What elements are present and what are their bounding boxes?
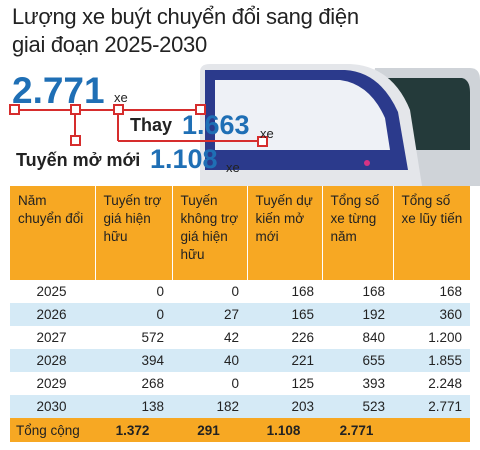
table-cell: 2025 bbox=[36, 284, 67, 299]
total-cell: 291 bbox=[172, 418, 247, 442]
table-row: 2027 572 42 226 840 1.200 bbox=[10, 326, 470, 349]
table-row: 2028 394 40 221 655 1.855 bbox=[10, 349, 470, 372]
column-header: Tổng số xe lũy tiến bbox=[392, 186, 470, 280]
total-cell: 1.108 bbox=[247, 418, 322, 442]
column-header: Năm chuyển đổi bbox=[10, 186, 95, 280]
new-routes-value: 1.108 bbox=[150, 144, 218, 174]
table-cell: 2028 bbox=[10, 349, 95, 372]
total-cell: Tổng cộng bbox=[10, 418, 95, 442]
table-cell: 1.200 bbox=[428, 330, 462, 345]
table-cell: 0 bbox=[156, 284, 164, 299]
table-cell: 192 bbox=[322, 303, 393, 326]
table-cell: 42 bbox=[223, 330, 239, 345]
table-cell: 125 bbox=[291, 376, 314, 391]
table-cell: 0 bbox=[231, 284, 239, 299]
title: Lượng xe buýt chuyển đổi sang điện bbox=[12, 4, 359, 29]
table-cell: 655 bbox=[322, 349, 393, 372]
table-cell: 27 bbox=[172, 303, 247, 326]
total-cell: 1.372 bbox=[95, 418, 172, 442]
table-cell: 572 bbox=[141, 330, 164, 345]
table-row: 2025 0 0 168 168 168 bbox=[10, 280, 470, 303]
unit: xe bbox=[114, 90, 128, 105]
table-cell: 168 bbox=[439, 284, 462, 299]
table-cell: 40 bbox=[172, 349, 247, 372]
column-header: Tuyến trợ giá hiện hữu bbox=[94, 186, 172, 280]
replace-label: Thay bbox=[130, 115, 173, 135]
table-body: 2025 0 0 168 168 168 2026 0 27 165 192 360 2027 572 42… bbox=[10, 280, 470, 442]
table-cell: 165 bbox=[247, 303, 322, 326]
bus-window bbox=[215, 80, 390, 150]
table-cell: 394 bbox=[95, 349, 172, 372]
table-cell: 2027 bbox=[36, 330, 67, 345]
bus-light bbox=[364, 160, 370, 166]
table-row: 2026 0 27 165 192 360 bbox=[10, 303, 470, 326]
data-table: Năm chuyển đổi Tuyến trợ giá hiện hữu Tuyế… bbox=[10, 186, 470, 442]
table-cell: 168 bbox=[362, 284, 385, 299]
table-cell: 2030 bbox=[10, 395, 95, 418]
table-cell: 268 bbox=[141, 376, 164, 391]
table-cell: 840 bbox=[362, 330, 385, 345]
title: giai đoạn 2025-2030 bbox=[12, 32, 207, 57]
column-header: Tuyến không trợ giá hiện hữu bbox=[171, 186, 247, 280]
unit: xe bbox=[260, 126, 274, 141]
header-row: Năm chuyển đổi Tuyến trợ giá hiện hữu Tuyế… bbox=[10, 186, 470, 280]
table-cell: 168 bbox=[291, 284, 314, 299]
column-header: Tổng số xe từng năm bbox=[321, 186, 393, 280]
replace-value: 1.663 bbox=[182, 110, 250, 140]
table-cell: 523 bbox=[322, 395, 393, 418]
table-cell: 182 bbox=[172, 395, 247, 418]
new-routes-label: Tuyến mở mới bbox=[16, 150, 141, 170]
table-cell: 138 bbox=[95, 395, 172, 418]
table-cell: 0 bbox=[231, 376, 239, 391]
table-cell: 203 bbox=[247, 395, 322, 418]
table-cell: 221 bbox=[247, 349, 322, 372]
total-cell bbox=[393, 418, 470, 442]
table-cell: 360 bbox=[393, 303, 470, 326]
table-cell: 393 bbox=[362, 376, 385, 391]
total-cell: 2.771 bbox=[322, 418, 393, 442]
table-row: 2029 268 0 125 393 2.248 bbox=[10, 372, 470, 395]
table-row: 2030 138 182 203 523 2.771 bbox=[10, 395, 470, 418]
table-cell: 2026 bbox=[10, 303, 95, 326]
unit: xe bbox=[226, 160, 240, 175]
table-cell: 1.855 bbox=[393, 349, 470, 372]
table-cell: 0 bbox=[95, 303, 172, 326]
total-value: 2.771 bbox=[12, 70, 105, 111]
total-row: Tổng cộng 1.372 291 1.108 2.771 bbox=[10, 418, 470, 442]
table-cell: 2.248 bbox=[428, 376, 462, 391]
table-cell: 2.771 bbox=[393, 395, 470, 418]
table-cell: 226 bbox=[291, 330, 314, 345]
column-header: Tuyến dự kiến mở mới bbox=[246, 186, 322, 280]
table-cell: 2029 bbox=[36, 376, 67, 391]
illustration bbox=[9, 64, 480, 186]
connector-nodes bbox=[9, 104, 268, 147]
